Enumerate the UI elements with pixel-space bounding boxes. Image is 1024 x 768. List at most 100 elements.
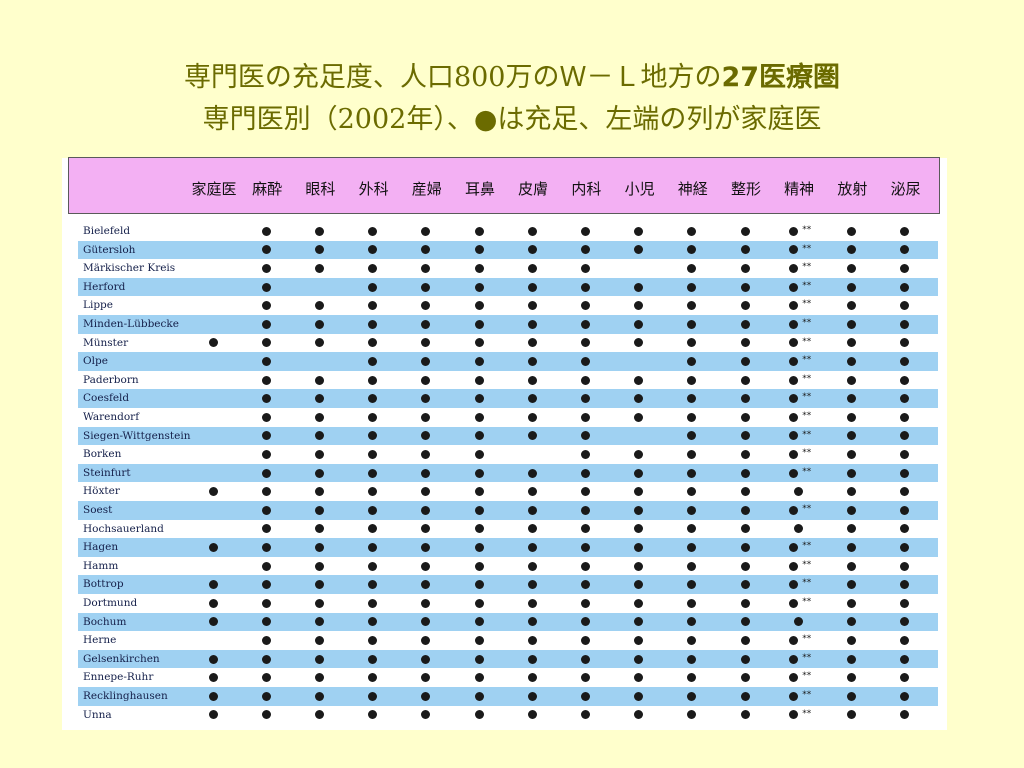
- fulfilled-cell: [878, 371, 932, 390]
- fulfilled-cell: [824, 687, 878, 706]
- filled-dot-icon: [580, 449, 590, 459]
- filled-dot-icon: [634, 542, 644, 552]
- fulfilled-cell: [665, 613, 719, 632]
- fulfilled-cell: **: [771, 334, 825, 353]
- fulfilled-cell: [346, 334, 400, 353]
- filled-dot-icon: [314, 505, 324, 515]
- filled-dot-icon: [846, 412, 856, 422]
- fulfilled-cell: [718, 650, 772, 669]
- fulfilled-cell: [239, 706, 293, 725]
- filled-dot-icon: [846, 356, 856, 366]
- fulfilled-cell: [718, 352, 772, 371]
- fulfilled-cell: [665, 445, 719, 464]
- fulfilled-cell: [612, 501, 666, 520]
- fulfilled-cell: [612, 445, 666, 464]
- filled-dot-icon: [474, 431, 484, 441]
- fulfilled-cell: [399, 538, 453, 557]
- filled-dot-icon: [421, 487, 431, 497]
- filled-dot-icon: [634, 394, 644, 404]
- fulfilled-cell: [505, 706, 559, 725]
- fulfilled-cell: [452, 315, 506, 334]
- fulfilled-cell: [824, 334, 878, 353]
- filled-dot-icon: [314, 319, 324, 329]
- fulfilled-cell: [186, 613, 240, 632]
- fulfilled-cell: [878, 557, 932, 576]
- filled-dot-icon: [900, 263, 910, 273]
- fulfilled-cell: [612, 706, 666, 725]
- region-name: Hagen: [83, 541, 119, 554]
- column-header: 麻酔: [252, 180, 283, 198]
- fulfilled-cell: [505, 315, 559, 334]
- region-name: Münster: [83, 336, 129, 349]
- filled-dot-icon: [789, 263, 799, 273]
- fulfilled-cell: [239, 241, 293, 260]
- fulfilled-cell: [346, 352, 400, 371]
- fulfilled-cell: **: [771, 594, 825, 613]
- fulfilled-cell: [824, 222, 878, 241]
- fulfilled-cell: [824, 668, 878, 687]
- table-row: Soest **: [78, 501, 938, 520]
- filled-dot-icon: [580, 561, 590, 571]
- table-row: Siegen-Wittgenstein **: [78, 426, 938, 446]
- filled-dot-icon: [740, 673, 750, 683]
- fulfilled-cell: **: [771, 650, 825, 669]
- filled-dot-icon: [900, 375, 910, 385]
- fulfilled-cell: [346, 501, 400, 520]
- fulfilled-cell: [612, 557, 666, 576]
- column-header: 家庭医: [191, 180, 237, 198]
- filled-dot-icon: [580, 598, 590, 608]
- fulfilled-cell: [346, 427, 400, 446]
- fulfilled-cell: [452, 613, 506, 632]
- fulfilled-cell: [718, 668, 772, 687]
- fulfilled-cell: [292, 222, 346, 241]
- filled-dot-icon: [580, 635, 590, 645]
- fulfilled-cell: [505, 501, 559, 520]
- title-part3: 万のＷ－Ｌ地方の: [505, 62, 722, 93]
- filled-dot-icon: [634, 487, 644, 497]
- fulfilled-cell: [239, 575, 293, 594]
- filled-dot-icon: [261, 617, 271, 627]
- filled-dot-icon: [900, 431, 910, 441]
- fulfilled-cell: [878, 464, 932, 483]
- fulfilled-cell: [718, 557, 772, 576]
- column-header: 放射: [837, 180, 868, 198]
- column-header: 整形: [730, 180, 761, 198]
- fulfilled-cell: [612, 668, 666, 687]
- fulfilled-cell: [346, 315, 400, 334]
- fulfilled-cell: [612, 520, 666, 539]
- fulfilled-cell: [824, 352, 878, 371]
- filled-dot-icon: [793, 617, 803, 627]
- fulfilled-cell: [346, 482, 400, 501]
- filled-dot-icon: [846, 282, 856, 292]
- filled-dot-icon: [527, 505, 537, 515]
- fulfilled-cell: **: [771, 706, 825, 725]
- fulfilled-cell: [505, 334, 559, 353]
- psych-marker: **: [802, 355, 812, 366]
- fulfilled-cell: [399, 575, 453, 594]
- filled-dot-icon: [789, 245, 799, 255]
- fulfilled-cell: [292, 557, 346, 576]
- fulfilled-cell: [824, 557, 878, 576]
- fulfilled-cell: [824, 538, 878, 557]
- subtitle-year: 2002: [337, 104, 407, 135]
- filled-dot-icon: [846, 487, 856, 497]
- filled-dot-icon: [261, 505, 271, 515]
- fulfilled-cell: [718, 315, 772, 334]
- fulfilled-cell: [292, 408, 346, 427]
- filled-dot-icon: [368, 542, 378, 552]
- filled-dot-icon: [527, 319, 537, 329]
- fulfilled-cell: **: [771, 408, 825, 427]
- filled-dot-icon: [634, 673, 644, 683]
- fulfilled-cell: [239, 278, 293, 297]
- fulfilled-cell: [718, 538, 772, 557]
- filled-dot-icon: [687, 356, 697, 366]
- filled-dot-icon: [421, 691, 431, 701]
- filled-dot-icon: [208, 673, 218, 683]
- fulfilled-cell: [878, 575, 932, 594]
- fulfilled-cell: [718, 445, 772, 464]
- region-name: Dortmund: [83, 597, 138, 609]
- table-row: Bottrop **: [78, 575, 938, 594]
- filled-dot-icon: [634, 412, 644, 422]
- title-part1: 専門医の充足度、: [183, 62, 400, 93]
- region-name: Unna: [83, 708, 112, 721]
